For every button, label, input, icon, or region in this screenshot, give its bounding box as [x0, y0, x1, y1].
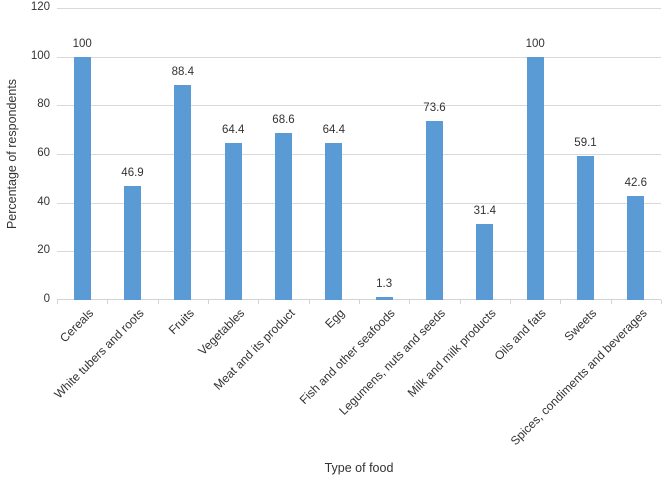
x-category-label: Milk and milk products [404, 306, 499, 400]
y-tick-label: 80 [37, 98, 50, 111]
bar-value-label: 46.9 [121, 166, 144, 179]
bar [224, 143, 242, 300]
bar [426, 120, 443, 300]
bar [174, 84, 192, 300]
x-axis-line [57, 299, 661, 300]
x-tick-mark [208, 300, 209, 304]
y-tick-label: 100 [30, 49, 50, 62]
bar-value-label: 42.6 [624, 177, 648, 190]
y-tick-label: 60 [37, 147, 50, 159]
gridline [57, 202, 661, 204]
x-category-label: White tubers and roots [51, 306, 147, 402]
bar-value-label: 100 [72, 37, 92, 50]
bar [476, 223, 494, 300]
x-category-label: Cereals [56, 306, 97, 346]
y-tick-label: 20 [37, 244, 50, 257]
bar-value-label: 64.4 [322, 124, 346, 137]
gridline [57, 105, 661, 107]
gridline [57, 8, 661, 9]
bar-value-label: 1.3 [376, 277, 393, 290]
gridline [57, 56, 661, 58]
x-tick-mark [510, 300, 511, 304]
x-tick-mark [308, 300, 310, 304]
x-tick-mark [157, 300, 159, 304]
y-tick-label: 40 [37, 195, 50, 208]
x-tick-mark [258, 300, 260, 304]
gridline [57, 251, 661, 253]
bar [526, 56, 544, 300]
bar [124, 185, 141, 300]
x-category-label: Vegetables [195, 306, 248, 358]
y-tick-label: 120 [30, 1, 50, 13]
x-tick-mark [459, 300, 461, 304]
x-category-label: Sweets [561, 306, 600, 344]
bar-value-label: 31.4 [473, 204, 497, 217]
bar [73, 56, 91, 300]
bar [325, 143, 343, 300]
x-tick-mark [610, 300, 612, 304]
bar-value-label: 100 [525, 37, 545, 50]
plot-area: 100 46.9 88.4 64.4 68.6 64.4 1.3 73.6 31.4 100 59.… [57, 8, 662, 304]
x-tick-mark [560, 300, 562, 304]
bar-value-label: 59.1 [574, 137, 597, 150]
x-tick-mark [409, 300, 411, 304]
bar [375, 296, 393, 300]
bar-value-label: 68.6 [272, 114, 295, 127]
x-tick-mark [107, 300, 109, 304]
x-tick-mark [661, 300, 662, 304]
bar-value-label: 73.6 [423, 101, 446, 114]
bar [627, 196, 645, 300]
x-category-label: Egg [322, 306, 348, 332]
bar-value-label: 64.4 [221, 124, 245, 137]
x-category-label: Fish and other seafoods [297, 306, 399, 407]
x-category-label: Oils and fats [491, 306, 550, 364]
x-axis-title: Type of food [324, 461, 394, 475]
x-tick-mark [57, 300, 58, 304]
bar [275, 133, 292, 300]
bar [577, 156, 594, 300]
gridline [57, 154, 661, 155]
bar-value-label: 88.4 [171, 65, 195, 78]
y-tick-label: 0 [43, 293, 50, 305]
x-tick-mark [359, 300, 360, 304]
x-category-label: Fruits [165, 306, 197, 338]
